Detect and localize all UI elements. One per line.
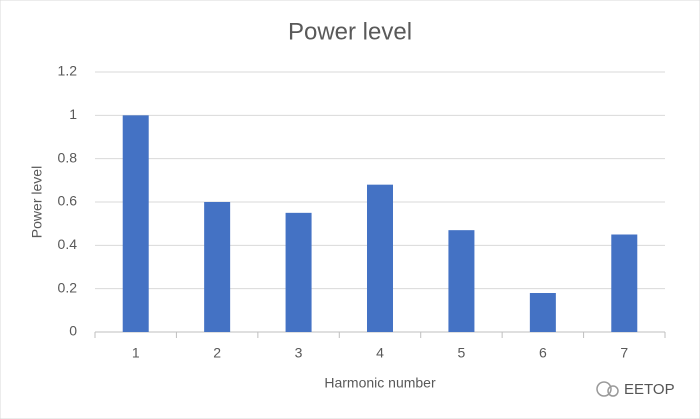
y-tick-label: 0 bbox=[69, 323, 77, 339]
bar bbox=[204, 202, 231, 332]
x-tick-label: 2 bbox=[213, 345, 221, 361]
watermark-icon bbox=[607, 385, 619, 397]
x-tick-label: 7 bbox=[620, 345, 628, 361]
bar bbox=[285, 212, 312, 332]
y-tick-label: 0.4 bbox=[58, 236, 78, 252]
x-tick-label: 5 bbox=[458, 345, 466, 361]
chart-title: Power level bbox=[288, 18, 412, 45]
y-tick-label: 0.6 bbox=[58, 193, 78, 209]
y-tick-label: 0.2 bbox=[58, 279, 78, 295]
bar bbox=[122, 115, 149, 332]
x-tick-label: 3 bbox=[295, 345, 303, 361]
bar bbox=[529, 293, 556, 332]
x-tick-label: 4 bbox=[376, 345, 384, 361]
watermark-text: EETOP bbox=[624, 381, 675, 398]
x-axis-title: Harmonic number bbox=[324, 375, 436, 391]
y-tick-label: 1.2 bbox=[58, 63, 78, 79]
bar bbox=[448, 230, 475, 332]
y-tick-label: 1 bbox=[69, 106, 77, 122]
y-axis-title: Power level bbox=[29, 166, 45, 238]
bar bbox=[611, 234, 638, 332]
x-tick-label: 6 bbox=[539, 345, 547, 361]
y-tick-label: 0.8 bbox=[58, 149, 78, 165]
watermark-icon bbox=[596, 381, 612, 397]
watermark: EETOP bbox=[596, 381, 675, 398]
bar bbox=[367, 184, 393, 332]
x-tick-label: 1 bbox=[132, 345, 140, 361]
